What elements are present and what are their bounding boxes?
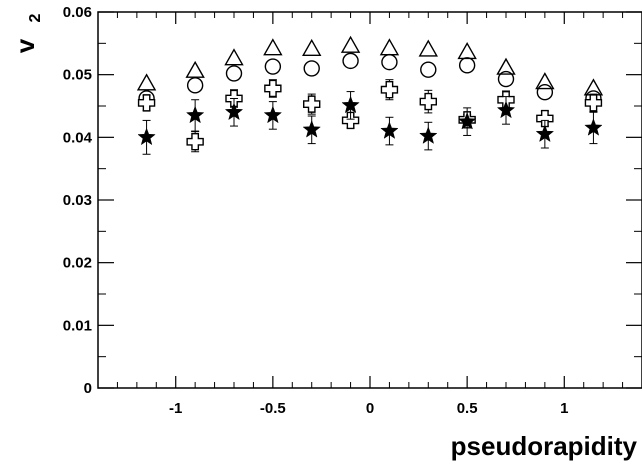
data-point-triangle [459,43,476,58]
data-points [138,37,602,154]
axis-ticks [98,12,642,388]
data-point-circle [382,55,397,70]
data-point-triangle [138,75,155,90]
data-point-triangle [585,80,602,95]
x-tick-label: -0.5 [260,400,286,417]
y-tick-label: 0.03 [63,192,92,209]
data-point-triangle [303,40,320,55]
data-point-circle [537,85,552,100]
data-point-triangle [187,62,204,77]
y-tick-label: 0 [84,380,92,397]
data-point-circle [304,61,319,76]
data-point-triangle [342,37,359,52]
data-point-circle [343,53,358,68]
data-point-cross [139,95,155,111]
data-point-triangle [381,40,398,55]
data-point-triangle [226,50,243,65]
x-tick-label: 1 [560,400,568,417]
x-tick-label: 0.5 [457,400,478,417]
data-point-triangle [264,40,281,55]
x-tick-label: -1 [169,400,182,417]
data-point-cross [420,94,436,110]
x-tick-label: 0 [366,400,374,417]
data-point-triangle [420,41,437,56]
data-point-circle [460,58,475,73]
y-tick-label: 0.01 [63,317,92,334]
tick-labels: -1 -0.5 0 0.5 1 0 0.01 0.02 0.03 0.04 0.05 0.06 [63,4,569,417]
data-point-circle [421,62,436,77]
data-point-circle [188,78,203,93]
x-axis-title: pseudorapidity [451,431,638,461]
data-point-circle [265,59,280,74]
y-tick-label: 0.05 [63,67,92,84]
plot-frame [98,12,642,388]
data-point-cross [585,95,601,111]
y-axis-title: v [10,38,40,53]
data-point-circle [227,66,242,81]
data-point-triangle [536,74,553,89]
y-tick-label: 0.02 [63,255,92,272]
data-point-cross [381,82,397,98]
y-tick-label: 0.06 [63,4,92,21]
y-tick-label: 0.04 [63,129,93,146]
data-point-cross [304,96,320,112]
y-axis-title-subscript: 2 [27,13,44,22]
data-point-cross [187,134,203,150]
data-point-cross [265,80,281,96]
